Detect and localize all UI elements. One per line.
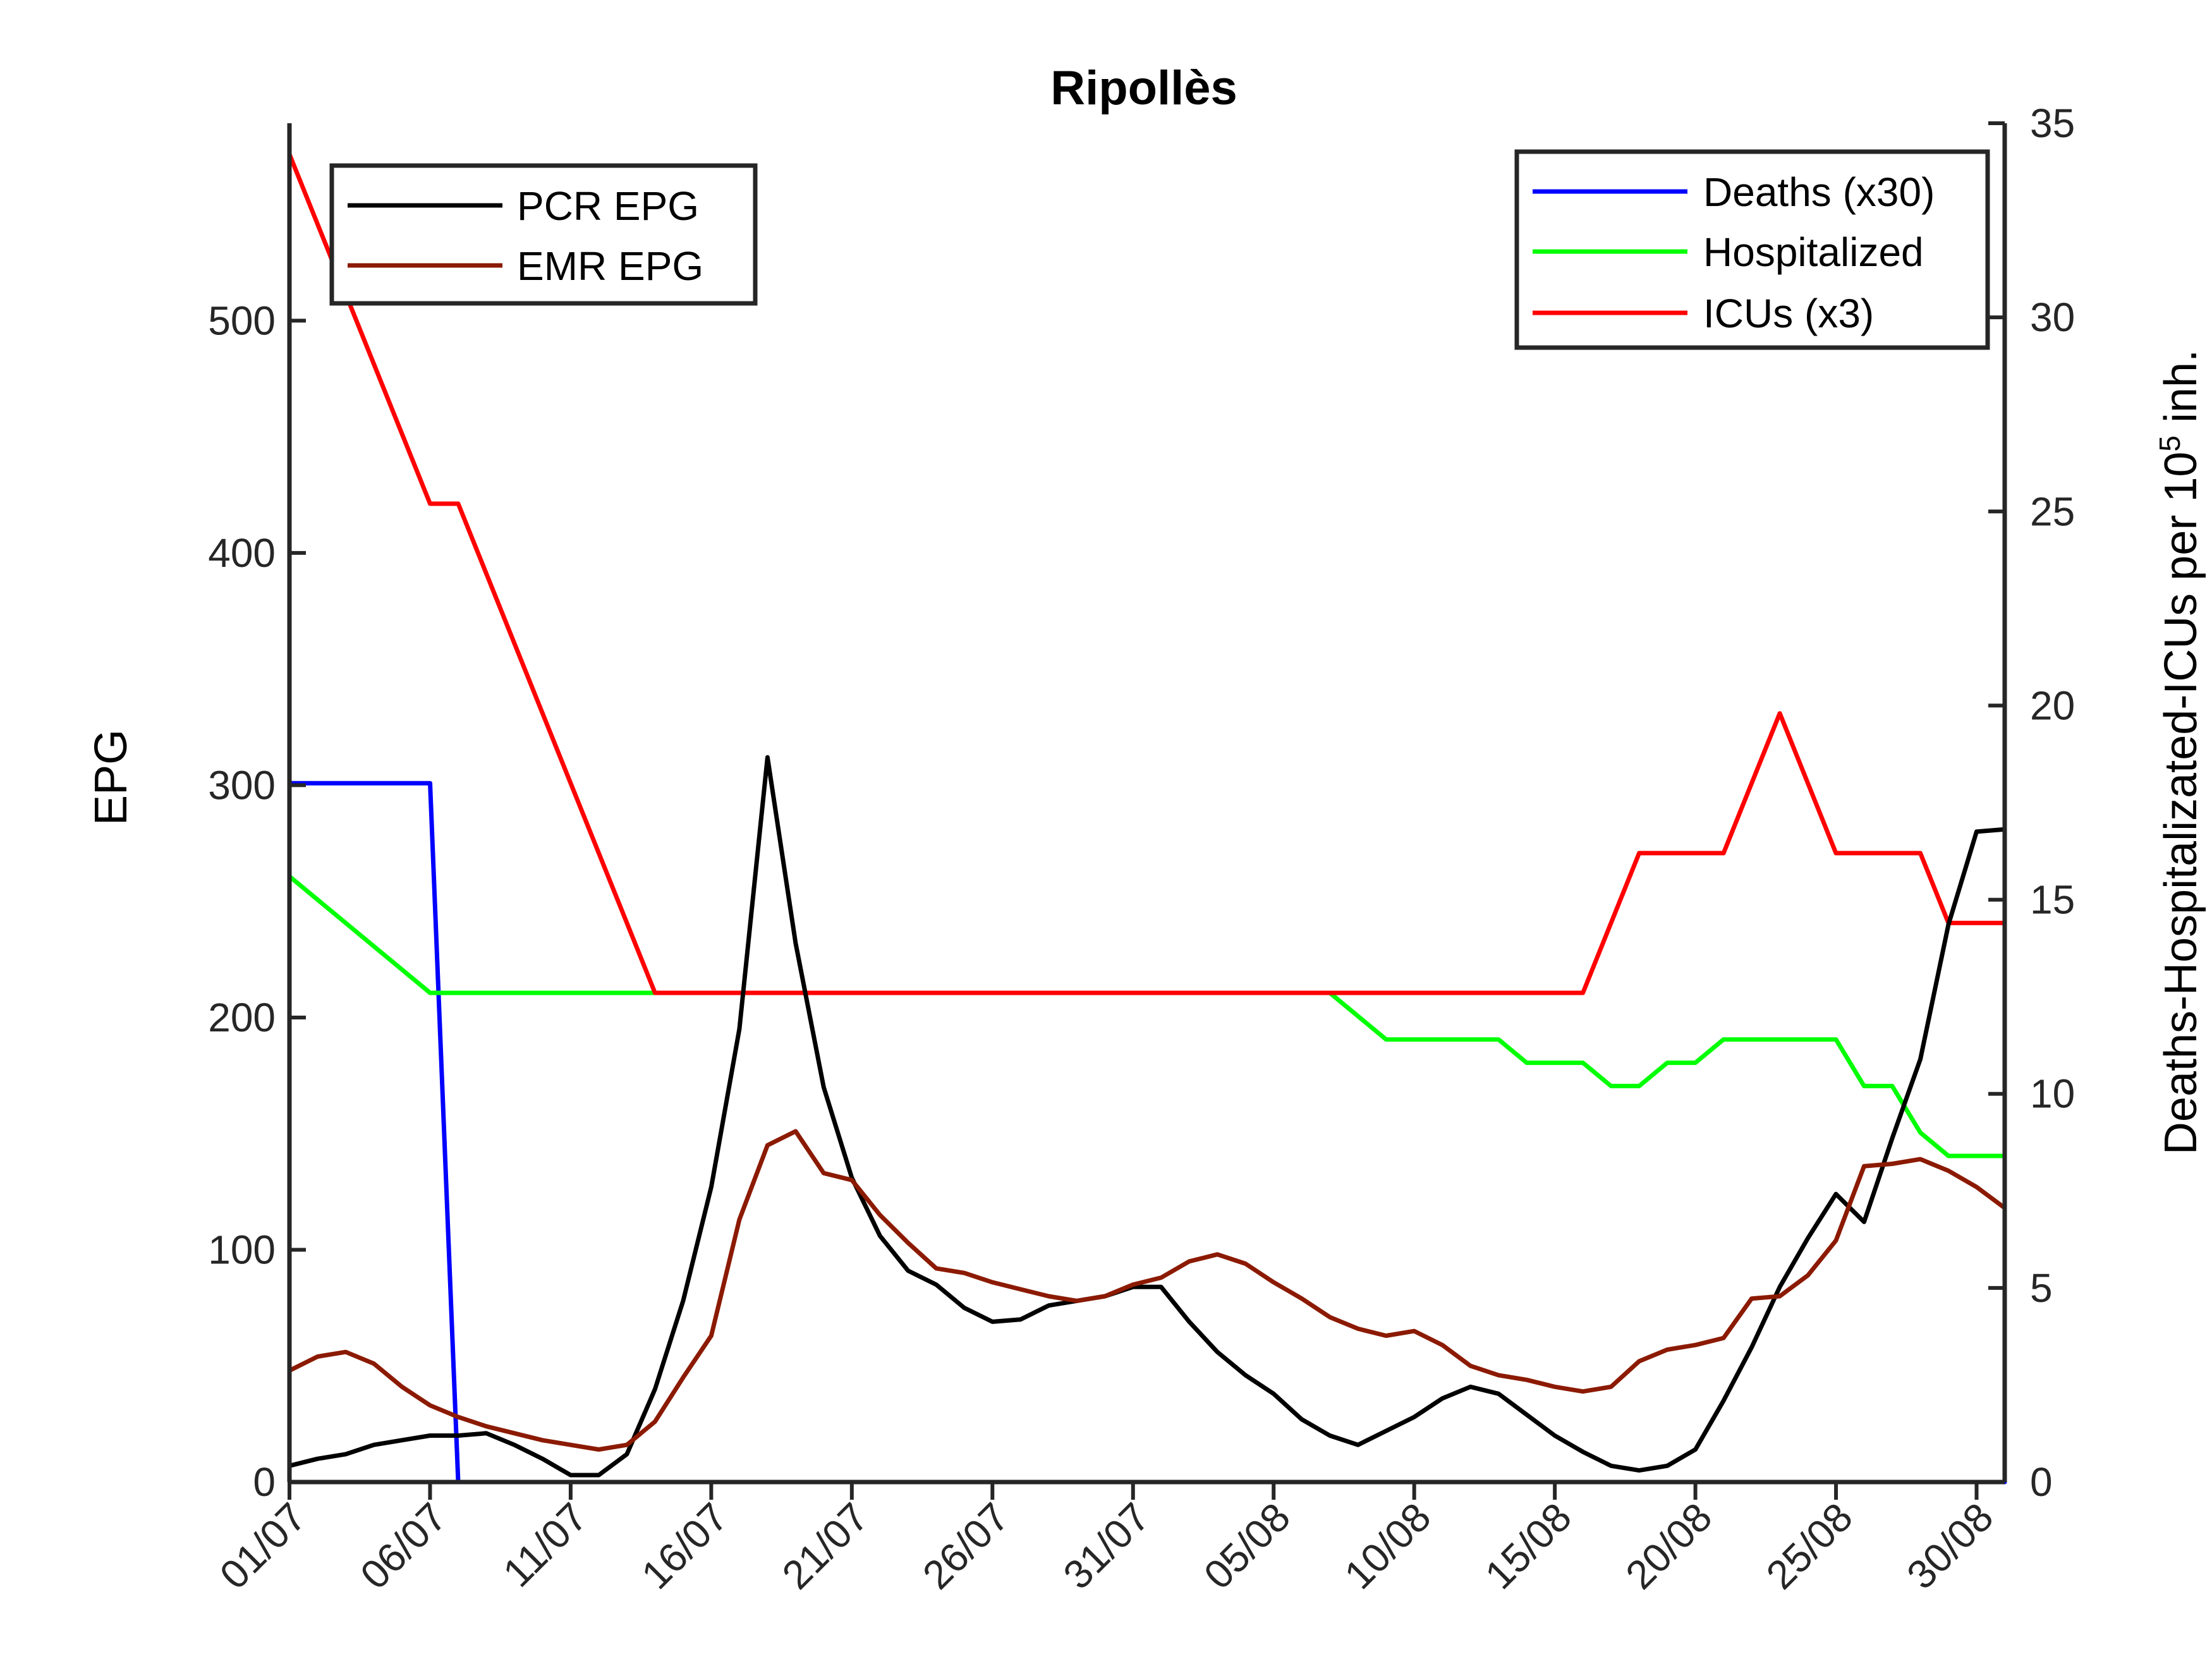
y-right-tick-label: 30 <box>2030 295 2075 340</box>
legend-label-pcr: PCR EPG <box>517 183 699 229</box>
series-line-pcr-epg <box>287 755 2007 1478</box>
y-right-tick-label: 25 <box>2030 489 2075 534</box>
legend-right: Deaths (x30) Hospitalized ICUs (x3) <box>1514 149 1990 350</box>
legend-label-emr: EMR EPG <box>517 243 703 289</box>
y-left-tick-label: 200 <box>208 995 276 1040</box>
y-right-tick-label: 10 <box>2030 1071 2075 1117</box>
y-left-tick-label: 100 <box>208 1227 276 1272</box>
y-axis-right-label-sup: 5 <box>2153 435 2186 452</box>
y-right-tick-label: 15 <box>2030 877 2075 923</box>
series-line-hospitalized <box>287 874 2007 1158</box>
y-left-tick-label: 500 <box>208 298 276 343</box>
legend-label-icus: ICUs (x3) <box>1703 291 1874 336</box>
y-left-tick-label: 0 <box>253 1459 276 1505</box>
series-line-emr-epg <box>287 1129 2007 1452</box>
legend-left-box <box>329 163 758 306</box>
series-line-icus-x3 <box>287 152 2007 995</box>
y-left-tick-label: 400 <box>208 530 276 576</box>
y-axis-right-label: Deaths-Hospitalizated-ICUs per 105 inh. <box>2153 349 2206 1155</box>
y-axis-left-label: EPG <box>86 729 137 825</box>
right-y-ticks: 0 5 10 15 20 25 30 35 <box>1988 100 2075 1505</box>
y-axis-right-label-main: Deaths-Hospitalizated-ICUs per 10 <box>2156 452 2206 1155</box>
legend-label-deaths: Deaths (x30) <box>1703 169 1935 215</box>
y-right-tick-label: 20 <box>2030 683 2075 728</box>
y-axis-right-label-end: inh. <box>2156 349 2206 435</box>
y-right-tick-label: 35 <box>2030 100 2075 146</box>
y-right-tick-label: 5 <box>2030 1265 2053 1311</box>
legend-left: PCR EPG EMR EPG <box>329 163 758 306</box>
chart-title: Ripollès <box>1050 61 1237 115</box>
left-y-ticks: 0 100 200 300 400 500 <box>208 298 306 1505</box>
y-left-tick-label: 300 <box>208 762 276 808</box>
y-right-tick-label: 0 <box>2030 1459 2053 1505</box>
legend-label-hospitalized: Hospitalized <box>1703 229 1924 275</box>
